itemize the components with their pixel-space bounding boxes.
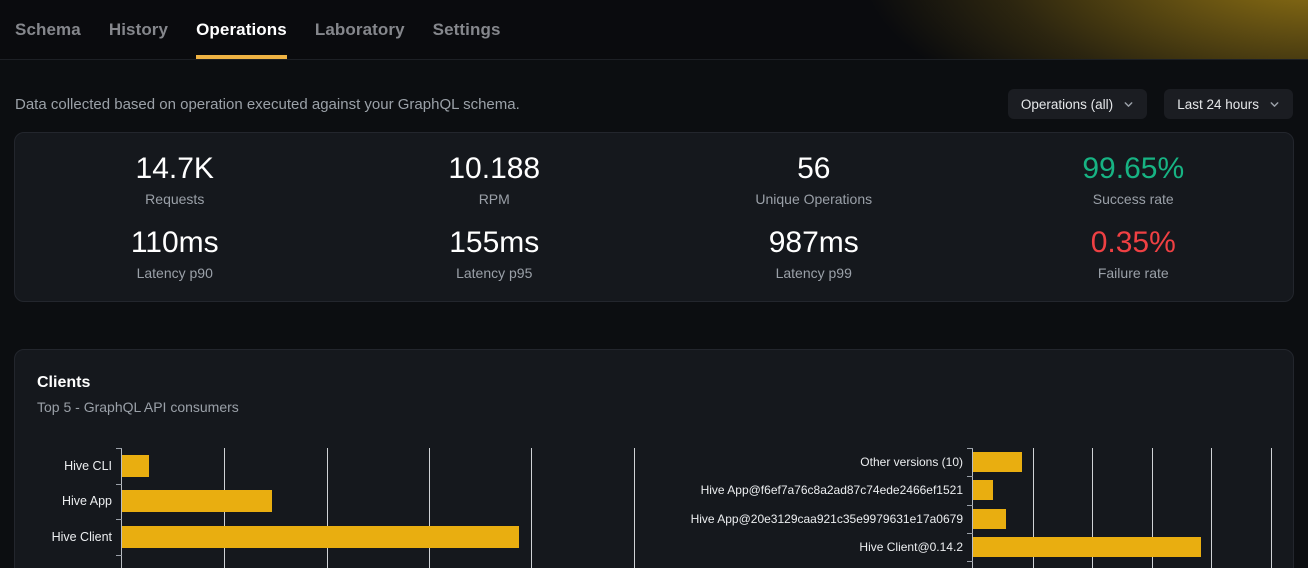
x-gridline: [428, 448, 430, 568]
category-label: Hive Client: [51, 529, 112, 544]
stats-card: 14.7K Requests 10.188 RPM 56 Unique Operation…: [14, 132, 1294, 302]
stat-cell: 99.65% Success rate: [974, 151, 1294, 207]
stat-value: 987ms: [768, 226, 859, 259]
axis-tick: [967, 476, 973, 478]
stat-cell: 155ms Latency p95: [335, 225, 655, 281]
stat-label: Latency p90: [136, 265, 213, 281]
tab-schema[interactable]: Schema: [15, 19, 81, 39]
stat-cell: 56 Unique Operations: [654, 151, 974, 207]
x-gridline: [1211, 448, 1213, 568]
bar-hive-app-f6ef7a76c8a2ad87c74ede2466ef1521: [973, 480, 994, 501]
category-label: Hive App@f6ef7a76c8a2ad87c74ede2466ef152…: [700, 483, 963, 498]
category-label: Other versions (10): [860, 455, 963, 470]
axis-tick: [967, 504, 973, 506]
clients-chart-left: Hive CLI Hive App Hive Client: [37, 448, 654, 568]
stat-cell: 110ms Latency p90: [15, 225, 335, 281]
category-label: Hive Client@0.14.2: [859, 540, 963, 555]
stat-cell: 14.7K Requests: [15, 151, 335, 207]
stat-cell: 987ms Latency p99: [654, 225, 974, 281]
stat-cell: 10.188 RPM: [335, 151, 655, 207]
plot-area: [116, 448, 654, 568]
category-label: Hive App: [61, 494, 112, 509]
y-axis-labels: Hive CLI Hive App Hive Client: [37, 448, 121, 555]
x-gridline: [326, 448, 328, 568]
stat-label: Success rate: [1092, 191, 1174, 207]
operations-filter-dropdown[interactable]: Operations (all): [1007, 89, 1148, 119]
clients-card: Clients Top 5 - GraphQL API consumers Hi…: [14, 349, 1294, 568]
stat-label: RPM: [478, 191, 510, 207]
bar-other-versions-10-: [973, 452, 1023, 473]
stat-label: Requests: [145, 191, 205, 207]
axis-tick: [116, 519, 122, 520]
x-gridline: [1092, 448, 1094, 568]
bar-hive-cli: [122, 454, 149, 477]
stat-value: 110ms: [130, 226, 219, 259]
y-axis-labels: Other versions (10) Hive App@f6ef7a76c8a2…: [654, 448, 972, 561]
stat-value: 0.35%: [1090, 226, 1176, 259]
stat-value: 10.188: [448, 152, 541, 185]
bar-hive-client: [122, 525, 519, 548]
axis-tick: [116, 483, 122, 485]
bar-hive-app: [122, 490, 273, 513]
toolbar: Data collected based on operation execut…: [0, 89, 1308, 119]
stat-cell: 0.35% Failure rate: [974, 225, 1294, 281]
tab-operations[interactable]: Operations: [196, 0, 287, 59]
tab-settings[interactable]: Settings: [432, 19, 501, 39]
x-gridline: [531, 448, 533, 568]
bar-hive-app-20e3129caa921c35e9979631e17a0679: [973, 508, 1006, 529]
stat-value: 14.7K: [135, 152, 214, 185]
stat-label: Latency p99: [775, 265, 852, 281]
chevron-down-icon: [1269, 99, 1280, 110]
bar-hive-client-0-14-2: [973, 537, 1202, 558]
x-gridline: [1151, 448, 1153, 568]
filter-label: Last 24 hours: [1177, 96, 1259, 112]
stat-value: 99.65%: [1082, 152, 1185, 185]
page-description: Data collected based on operation execut…: [15, 95, 520, 113]
clients-subtitle: Top 5 - GraphQL API consumers: [37, 399, 239, 415]
stat-label: Failure rate: [1097, 265, 1169, 281]
category-label: Hive App@20e3129caa921c35e9979631e17a067…: [690, 511, 963, 526]
filter-label: Operations (all): [1020, 96, 1114, 112]
tab-history[interactable]: History: [108, 19, 169, 39]
clients-charts: Hive CLI Hive App Hive Client Other version…: [37, 448, 1272, 568]
stats-grid: 14.7K Requests 10.188 RPM 56 Unique Operation…: [15, 151, 1293, 281]
time-range-dropdown[interactable]: Last 24 hours: [1164, 89, 1293, 119]
category-label: Hive CLI: [64, 458, 112, 473]
x-gridline: [1271, 448, 1272, 568]
plot-area: [967, 448, 1272, 568]
x-gridline: [633, 448, 635, 568]
top-nav: Schema History Operations Laboratory Setting…: [0, 0, 1308, 60]
clients-chart-right: Other versions (10) Hive App@f6ef7a76c8a2…: [654, 448, 1272, 568]
stat-label: Unique Operations: [755, 191, 873, 207]
stat-value: 56: [797, 152, 831, 185]
stat-label: Latency p95: [456, 265, 533, 281]
axis-tick: [116, 554, 122, 556]
chevron-down-icon: [1123, 99, 1134, 110]
axis-tick: [967, 532, 973, 534]
x-gridline: [1032, 448, 1034, 568]
axis-tick: [116, 448, 122, 449]
filter-group: Operations (all) Last 24 hours: [1007, 89, 1293, 119]
clients-title: Clients: [37, 374, 91, 391]
axis-tick: [967, 448, 973, 449]
axis-tick: [967, 561, 973, 563]
stat-value: 155ms: [449, 226, 540, 259]
tab-laboratory[interactable]: Laboratory: [314, 19, 405, 39]
